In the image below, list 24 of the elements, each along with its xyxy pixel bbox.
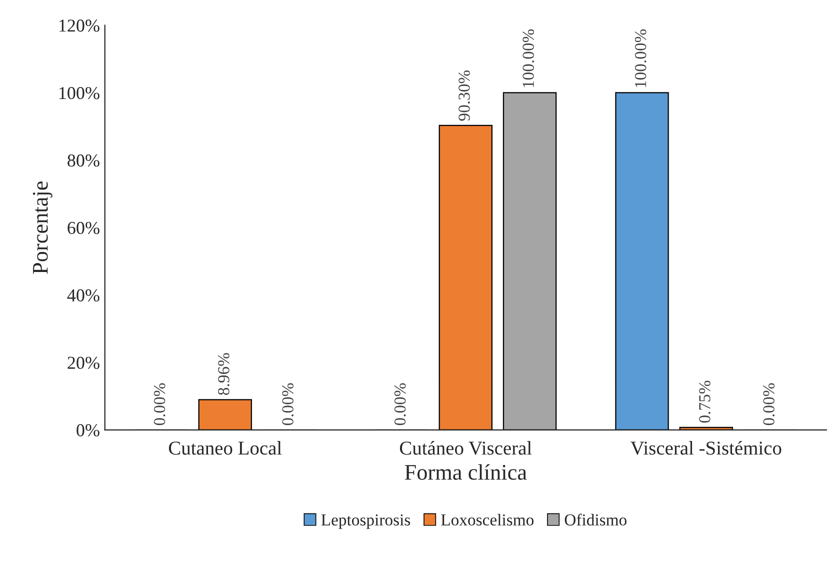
data-label: 90.30% bbox=[458, 70, 470, 121]
y-tick-label: 40% bbox=[67, 289, 100, 302]
x-axis-title: Forma clínica bbox=[404, 464, 527, 480]
y-tick-label: 120% bbox=[59, 20, 100, 32]
y-axis-title: Porcentaje bbox=[32, 181, 52, 274]
data-label: 0.75% bbox=[699, 380, 710, 423]
x-tick-label: Cutáneo Visceral bbox=[400, 441, 532, 455]
data-label: 8.96% bbox=[218, 353, 230, 395]
data-label: 100.00% bbox=[522, 29, 534, 88]
y-tick-label: 60% bbox=[68, 222, 100, 234]
data-label: 0.00% bbox=[394, 383, 406, 426]
legend-label: Leptospirosis bbox=[321, 514, 410, 529]
legend-label: Loxoscelismo bbox=[441, 514, 534, 526]
data-label: 0.00% bbox=[154, 383, 166, 426]
data-label: 100.00% bbox=[634, 29, 646, 88]
y-tick-label: 0% bbox=[76, 424, 100, 436]
legend-label: Ofidismo bbox=[564, 514, 626, 526]
x-tick-label: Cutaneo Local bbox=[168, 441, 282, 455]
y-tick-label: 100% bbox=[59, 86, 100, 100]
y-tick-label: 20% bbox=[68, 356, 100, 369]
data-label: 0.00% bbox=[763, 383, 775, 426]
y-tick-label: 80% bbox=[68, 154, 100, 167]
data-label: 0.00% bbox=[282, 383, 294, 426]
x-tick-label: Visceral -Sistémico bbox=[630, 441, 782, 455]
